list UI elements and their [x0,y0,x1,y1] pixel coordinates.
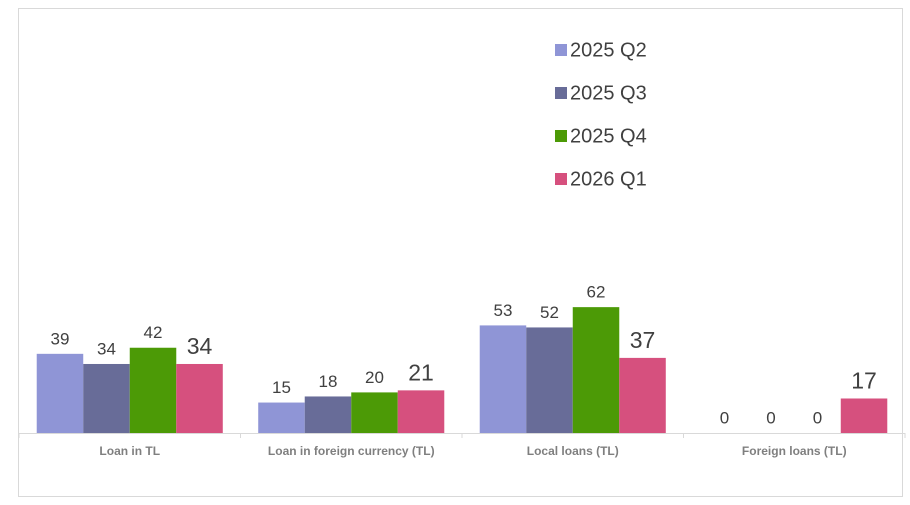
data-label: 34 [187,333,213,359]
legend-swatch [555,173,567,185]
data-label: 42 [144,323,163,342]
data-label: 34 [97,339,116,358]
bar [304,396,352,433]
data-label: 37 [630,327,656,353]
data-label: 0 [720,408,729,427]
data-label: 0 [766,408,775,427]
x-tick-label: Loan in TL [99,444,161,458]
data-label: 0 [813,408,822,427]
bar [258,402,305,433]
data-label: 21 [408,359,434,385]
bar [479,325,527,433]
bar [176,363,223,433]
data-label: 39 [51,329,70,348]
chart-border [18,8,903,497]
data-label: 18 [319,372,338,391]
bar [397,390,445,433]
legend-swatch [555,87,567,99]
data-label: 15 [272,378,291,397]
x-tick-label: Loan in foreign currency (TL) [267,444,435,458]
bar [129,347,177,433]
bar [351,392,398,433]
data-label: 20 [365,368,384,387]
legend-label: 2025 Q2 [570,39,647,61]
bar [619,357,666,433]
x-tick-label: Foreign loans (TL) [741,444,847,458]
x-tick-label: Local loans (TL) [526,444,619,458]
data-label: 53 [494,301,513,320]
legend-swatch [555,130,567,142]
legend-label: 2025 Q4 [570,125,647,147]
legend-swatch [555,44,567,56]
bar [83,363,130,433]
data-label: 52 [540,303,559,322]
bar [526,327,573,433]
data-label: 17 [851,368,877,394]
data-label: 62 [587,283,606,302]
bar [572,307,620,433]
bar [840,398,888,433]
bar [36,353,84,433]
legend-label: 2025 Q3 [570,82,647,104]
legend-label: 2026 Q1 [570,168,647,190]
